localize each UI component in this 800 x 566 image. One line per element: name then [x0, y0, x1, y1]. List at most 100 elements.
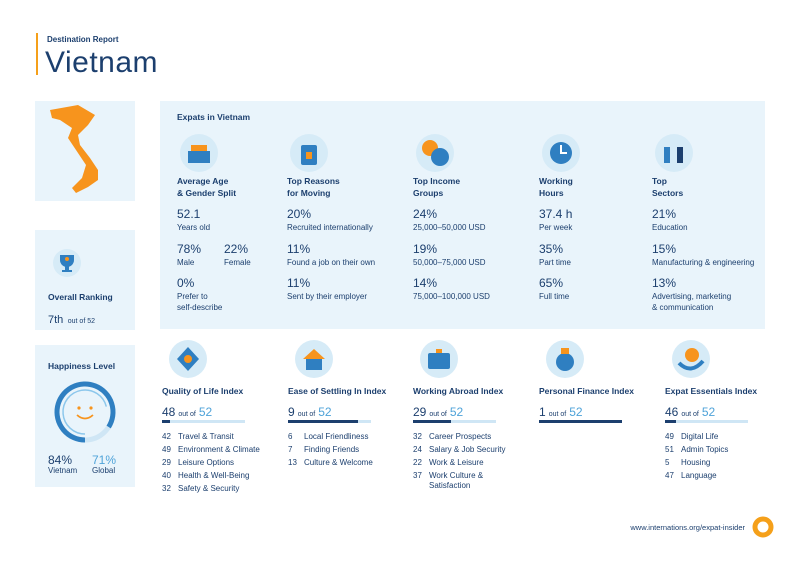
index-rank: 48 — [162, 405, 176, 419]
country-shape — [50, 105, 98, 193]
ranking-card: Overall Ranking 7th out of 52 — [35, 230, 135, 330]
stat-value: 78% — [177, 242, 202, 256]
column-heading: Groups — [413, 188, 444, 198]
vietnam-value: 84% — [48, 453, 73, 467]
index-out-of: out of — [548, 411, 567, 418]
index-total: 52 — [318, 405, 332, 419]
icon-part — [306, 359, 322, 370]
footer-url: www.internations.org/expat-insider — [630, 523, 745, 532]
stat-value: 65% — [539, 276, 564, 290]
icon-part — [306, 152, 312, 159]
item-name: Digital Life — [681, 432, 719, 441]
index-title: Working Abroad Index — [413, 386, 504, 396]
icon-part — [685, 348, 699, 362]
column-heading: Hours — [539, 188, 564, 198]
icon-part — [303, 349, 325, 359]
stat-label: Prefer to — [177, 292, 208, 301]
stat-value: 13% — [652, 276, 677, 290]
trophy-icon — [53, 249, 81, 277]
column-heading: Top Reasons — [287, 176, 340, 186]
index-title: Ease of Settling In Index — [288, 386, 387, 396]
item-rank: 32 — [162, 484, 171, 493]
column-heading: & Gender Split — [177, 188, 237, 198]
index-bar-track — [162, 420, 245, 423]
index-out-of: out of — [429, 411, 447, 418]
column-heading: for Moving — [287, 188, 331, 198]
stat-label: self-describe — [177, 303, 223, 312]
index-out-of: out of — [681, 411, 699, 418]
item-rank: 49 — [162, 445, 171, 454]
ranking-label: Overall Ranking — [48, 292, 113, 302]
item-name: Travel & Transit — [178, 432, 234, 441]
map-card — [35, 101, 135, 201]
column-heading: Top Income — [413, 176, 461, 186]
icon — [290, 134, 328, 172]
icon — [295, 340, 333, 378]
happiness-label: Happiness Level — [48, 361, 116, 371]
stat-value: 24% — [413, 207, 438, 221]
index-rank-line: 9 out of 52 — [288, 403, 332, 421]
subtitle: Destination Report — [47, 35, 119, 44]
item-rank: 13 — [288, 458, 297, 467]
stat-value: 21% — [652, 207, 677, 221]
title: Vietnam — [45, 46, 159, 79]
stat-value: 52.1 — [177, 207, 201, 221]
item-rank: 22 — [413, 458, 422, 467]
index-rank-line: 46 out of 52 — [665, 403, 715, 421]
stat-value: 37.4 h — [539, 207, 573, 221]
icon — [672, 340, 710, 378]
item-name: Culture & Welcome — [304, 458, 373, 467]
stat-value: 11% — [287, 242, 311, 256]
item-name: Work & Leisure — [429, 458, 484, 467]
index-rank: 1 — [539, 405, 546, 419]
icon-part — [436, 349, 442, 353]
face-mouth — [76, 414, 94, 420]
face-eye — [77, 406, 81, 410]
stat-label: & communication — [652, 303, 714, 312]
icon — [420, 340, 458, 378]
icon-part — [664, 147, 670, 163]
icon-part — [561, 348, 569, 354]
stat-value: 20% — [287, 207, 312, 221]
icon — [180, 134, 218, 172]
face-eye — [89, 406, 93, 410]
accent-line — [36, 33, 38, 75]
stat-label: Education — [652, 223, 688, 232]
expats-card: Expats in Vietnam Average Age & Gender Sp… — [160, 101, 765, 329]
global-value: 71% — [92, 453, 117, 467]
index-total: 52 — [701, 405, 716, 419]
stat-label: Full time — [539, 292, 570, 301]
index-bar-track — [665, 420, 748, 423]
stat-label: Advertising, marketing — [652, 292, 732, 301]
index-bar — [539, 420, 622, 423]
stat-label: 75,000–100,000 USD — [413, 292, 490, 301]
item-name: Environment & Climate — [178, 445, 260, 454]
index-bar — [665, 420, 677, 423]
item-name: Leisure Options — [178, 458, 235, 467]
stat-label: 50,000–75,000 USD — [413, 258, 486, 267]
stat-label: Male — [177, 258, 195, 267]
stat-value: 15% — [652, 242, 677, 256]
index-bar — [413, 420, 452, 423]
item-name: Housing — [681, 458, 711, 467]
index-out-of: out of — [297, 411, 316, 418]
icon-part — [428, 353, 450, 369]
index-title: Expat Essentials Index — [665, 386, 758, 396]
index-out-of: out of — [178, 411, 196, 418]
map — [50, 105, 98, 193]
item-rank: 42 — [162, 432, 171, 441]
icon-part — [556, 353, 574, 371]
item-name: Career Prospects — [429, 432, 492, 441]
index-total: 52 — [569, 405, 583, 419]
item-name: Admin Topics — [681, 445, 729, 454]
stat-label: Found a job on their own — [287, 258, 376, 267]
item-rank: 29 — [162, 458, 171, 467]
icon — [546, 340, 584, 378]
column-heading: Top — [652, 176, 667, 186]
icon-part — [677, 147, 683, 163]
item-rank: 51 — [665, 445, 674, 454]
gauge-global — [62, 389, 108, 435]
index-rank-line: 1 out of 52 — [539, 403, 583, 421]
icon — [416, 134, 454, 172]
